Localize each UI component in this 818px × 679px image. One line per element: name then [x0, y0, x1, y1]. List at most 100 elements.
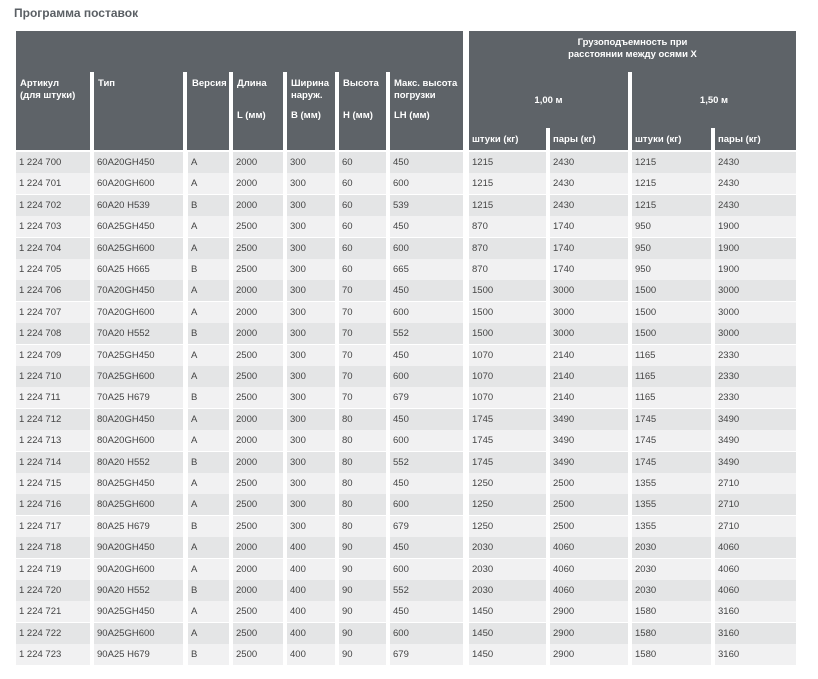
table-cell: 2500 [233, 515, 283, 537]
table-cell: 80A25GH600 [94, 494, 183, 516]
table-cell: 1740 [550, 259, 628, 280]
table-cell: 1 224 710 [16, 366, 90, 387]
table-cell: 2500 [550, 494, 628, 516]
table-cell: 870 [469, 216, 546, 238]
table-cell: 2140 [550, 366, 628, 387]
table-cell: 1215 [469, 152, 546, 173]
table-cell: 1 224 715 [16, 473, 90, 494]
subcolumn-header: пары (кг) [718, 134, 761, 145]
table-cell: A [188, 494, 229, 516]
table-cell: 2030 [632, 580, 711, 601]
table-cell: 450 [390, 344, 463, 366]
table-cell: 1450 [469, 644, 546, 666]
table-cell: 70 [339, 323, 386, 345]
table-cell: 300 [287, 301, 335, 323]
table-cell: 679 [390, 644, 463, 666]
table-cell: 1215 [469, 194, 546, 216]
table-cell: 2000 [233, 194, 283, 216]
table-cell: 1355 [632, 494, 711, 516]
table-cell: 300 [287, 451, 335, 473]
column-header: Длина [237, 78, 267, 89]
table-cell: 950 [632, 216, 711, 238]
table-cell: 4060 [715, 580, 796, 601]
table-cell: 1070 [469, 366, 546, 387]
table-cell: 1215 [469, 173, 546, 195]
table-cell: 2710 [715, 473, 796, 494]
table-cell: 1580 [632, 644, 711, 666]
table-cell: 70A25GH600 [94, 366, 183, 387]
table-cell: 1 224 714 [16, 451, 90, 473]
table-cell: 2330 [715, 387, 796, 409]
table-cell: B [188, 387, 229, 409]
table-cell: 1250 [469, 515, 546, 537]
table-cell: B [188, 259, 229, 280]
table-cell: 2030 [469, 580, 546, 601]
table-cell: 60A25GH450 [94, 216, 183, 238]
table-cell: 2030 [469, 558, 546, 580]
table-cell: 80A20GH450 [94, 408, 183, 430]
table-cell: 2000 [233, 558, 283, 580]
table-cell: 2430 [550, 152, 628, 173]
table-cell: 2000 [233, 301, 283, 323]
table-cell: 80 [339, 515, 386, 537]
table-cell: 1 224 713 [16, 430, 90, 452]
table-cell: 600 [390, 558, 463, 580]
header-band [469, 31, 796, 150]
table-cell: 1165 [632, 344, 711, 366]
table-cell: 70 [339, 280, 386, 302]
table-cell: 1900 [715, 259, 796, 280]
table-cell: 300 [287, 344, 335, 366]
table-cell: A [188, 344, 229, 366]
table-cell: 60 [339, 152, 386, 173]
table-cell: A [188, 622, 229, 644]
table-cell: 2000 [233, 580, 283, 601]
table-cell: 90A25GH600 [94, 622, 183, 644]
separator [386, 72, 390, 150]
table-cell: 950 [632, 259, 711, 280]
column-header: Высота [343, 78, 379, 89]
table-cell: 4060 [550, 580, 628, 601]
table-cell: 70A25GH450 [94, 344, 183, 366]
separator [183, 72, 187, 150]
table-cell: 60A20 H539 [94, 194, 183, 216]
table-cell: 600 [390, 622, 463, 644]
table-cell: 1 224 709 [16, 344, 90, 366]
subcolumn-header: штуки (кг) [635, 134, 682, 145]
table-cell: 2500 [233, 473, 283, 494]
table-cell: 2430 [550, 173, 628, 195]
table-cell: 300 [287, 366, 335, 387]
table-cell: 1 224 716 [16, 494, 90, 516]
table-cell: 3160 [715, 644, 796, 666]
table-cell: 300 [287, 237, 335, 259]
table-cell: 679 [390, 387, 463, 409]
table-cell: 2500 [233, 216, 283, 238]
separator [711, 128, 715, 150]
table-cell: 2710 [715, 494, 796, 516]
table-cell: A [188, 537, 229, 559]
table-cell: 1 224 707 [16, 301, 90, 323]
table-cell: 1 224 721 [16, 601, 90, 623]
table-cell: 60 [339, 237, 386, 259]
table-cell: 60A25 H665 [94, 259, 183, 280]
table-cell: 90A25 H679 [94, 644, 183, 666]
table-cell: 2140 [550, 344, 628, 366]
table-cell: 90A20 H552 [94, 580, 183, 601]
table-cell: 1165 [632, 366, 711, 387]
table-cell: 2900 [550, 601, 628, 623]
table-cell: 870 [469, 259, 546, 280]
table-cell: 2500 [233, 366, 283, 387]
table-cell: 1745 [469, 430, 546, 452]
separator [628, 72, 632, 150]
table-cell: 300 [287, 515, 335, 537]
column-header: Ширина наруж. [291, 78, 330, 101]
table-cell: 3490 [550, 430, 628, 452]
table-cell: 3000 [550, 323, 628, 345]
table-cell: 90A25GH450 [94, 601, 183, 623]
table-cell: 2500 [233, 644, 283, 666]
table-cell: 80A20 H552 [94, 451, 183, 473]
table-cell: 80A25GH450 [94, 473, 183, 494]
table-cell: 552 [390, 451, 463, 473]
table-cell: 400 [287, 601, 335, 623]
table-cell: 80A25 H679 [94, 515, 183, 537]
